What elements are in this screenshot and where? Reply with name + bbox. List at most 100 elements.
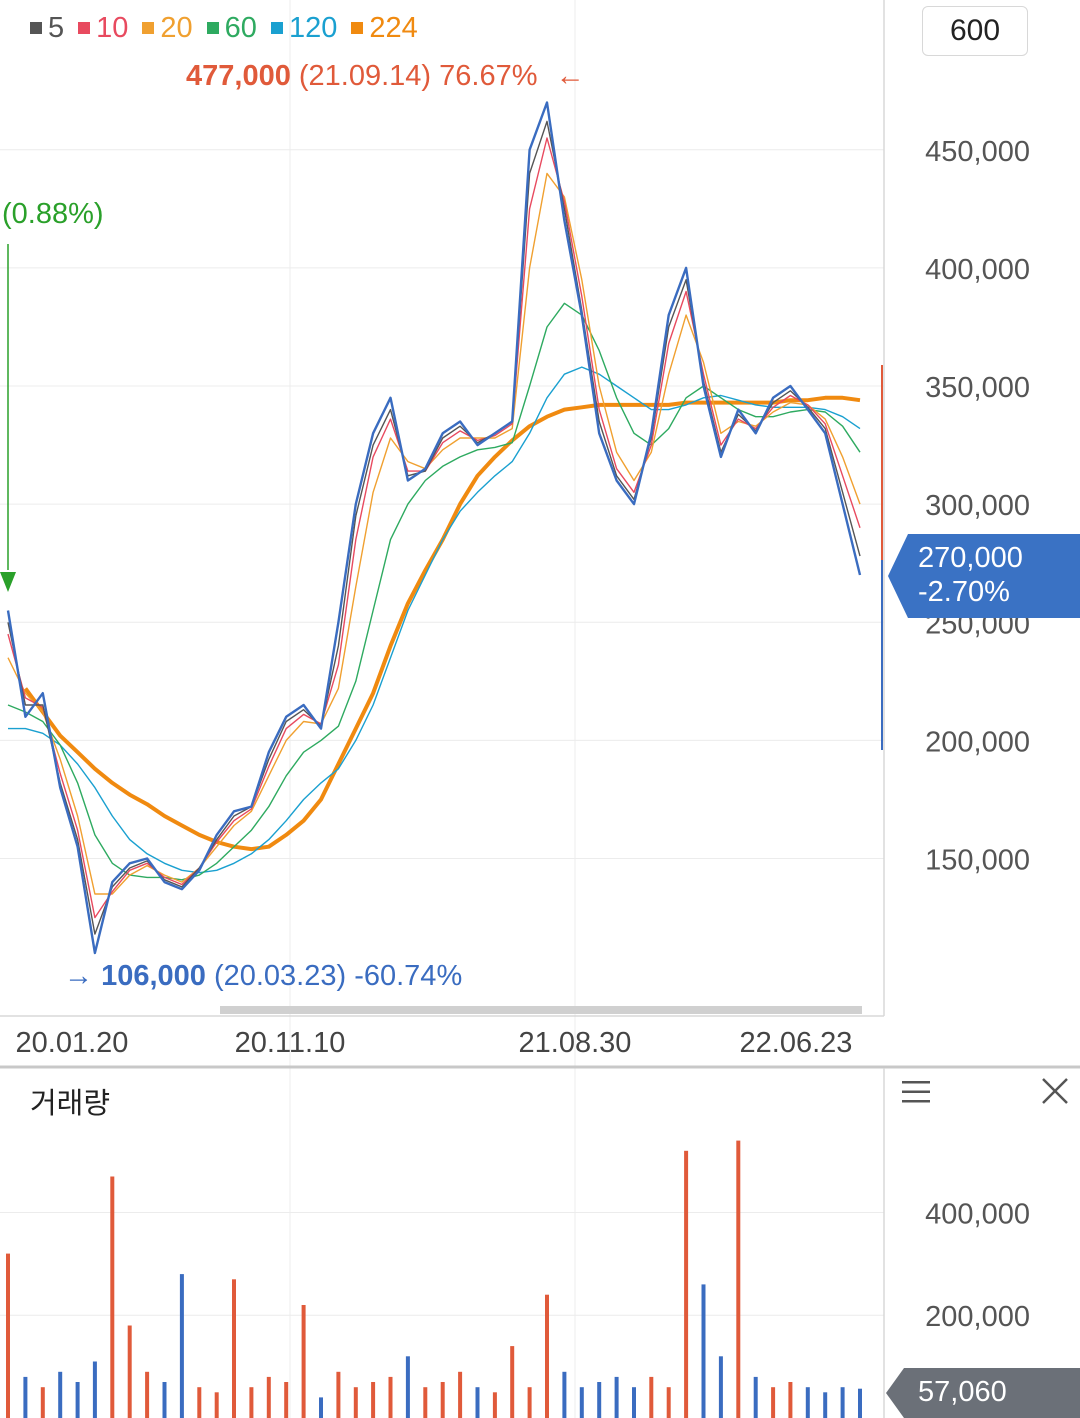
volume-bar	[684, 1150, 689, 1418]
volume-bar	[40, 1387, 45, 1418]
volume-bar	[545, 1294, 549, 1418]
volume-bar	[771, 1387, 776, 1418]
volume-bar	[614, 1376, 619, 1418]
date-tick-label: 21.08.30	[519, 1027, 632, 1059]
legend-item-60: 60	[206, 12, 257, 45]
legend-swatch	[206, 22, 219, 34]
volume-panel-title: 거래량	[30, 1088, 111, 1120]
volume-bar	[319, 1397, 323, 1418]
legend-swatch	[30, 22, 42, 34]
close-icon[interactable]	[1040, 1076, 1070, 1106]
price-tick-label: 300,000	[925, 490, 1030, 522]
volume-bar	[266, 1376, 271, 1418]
volume-bar	[388, 1376, 393, 1418]
date-axis-ticks: 20.01.20 20.11.10 21.08.30 22.06.23	[16, 1006, 862, 1059]
left-arrow-icon: ←	[555, 60, 585, 92]
high-value: 477,000	[186, 60, 291, 92]
series-line-10	[7, 137, 861, 919]
start-annotation: (0.88%)	[2, 198, 104, 231]
volume-bar	[75, 1382, 80, 1418]
legend-label: 20	[160, 11, 193, 44]
volume-bar	[788, 1382, 793, 1418]
volume-bar	[701, 1284, 706, 1418]
volume-bar	[562, 1371, 567, 1418]
menu-icon[interactable]	[900, 1078, 932, 1106]
current-price-value: 270,000	[918, 542, 1023, 574]
volume-tick-label: 400,000	[925, 1198, 1030, 1230]
current-price-tag: 270,000 -2.70%	[888, 534, 1080, 618]
volume-bar	[649, 1376, 654, 1418]
volume-bar	[232, 1279, 236, 1418]
volume-bar	[840, 1387, 845, 1418]
low-annotation: → 106,000 (20.03.23) -60.74%	[64, 960, 462, 993]
series-line-224	[23, 395, 861, 852]
volume-bars	[6, 1140, 862, 1418]
low-detail: (20.03.23) -60.74%	[213, 960, 463, 992]
legend-swatch	[142, 22, 155, 34]
volume-bar	[284, 1382, 289, 1418]
series-line-60	[7, 302, 861, 881]
volume-bar	[753, 1376, 758, 1418]
volume-bar	[127, 1325, 132, 1418]
volume-bar	[632, 1387, 636, 1418]
volume-axis-ticks: 200,000 400,000	[925, 1198, 1030, 1333]
volume-bar	[162, 1382, 167, 1418]
series-line-5	[7, 120, 861, 935]
zoom-period-box[interactable]: 600	[922, 6, 1028, 56]
volume-bar	[197, 1387, 202, 1418]
volume-bar	[736, 1140, 741, 1418]
volume-bar	[58, 1371, 63, 1418]
legend-item-20: 20	[142, 11, 193, 45]
price-tick-label: 350,000	[925, 372, 1030, 404]
legend-label: 120	[288, 11, 338, 44]
volume-bar	[145, 1371, 150, 1418]
legend-swatch	[270, 22, 283, 34]
price-tick-label: 200,000	[925, 726, 1030, 758]
volume-bar	[666, 1387, 671, 1418]
volume-bar	[440, 1382, 445, 1418]
price-axis-ticks: 150,000200,000250,000300,000350,000400,0…	[925, 136, 1030, 877]
volume-bar	[579, 1387, 584, 1418]
legend-item-10: 10	[78, 12, 128, 45]
volume-bar	[475, 1387, 480, 1418]
volume-bar	[179, 1274, 184, 1418]
legend-swatch	[351, 22, 364, 34]
legend-label: 5	[48, 11, 65, 44]
legend-swatch	[78, 22, 91, 34]
moving-average-legend: 5 10 20 60 120 224	[30, 8, 418, 48]
series-line-20	[7, 172, 861, 895]
scroll-range-bar[interactable]	[220, 1006, 862, 1014]
legend-item-120: 120	[270, 11, 338, 45]
series-line-price	[6, 101, 862, 955]
volume-bar	[805, 1387, 810, 1418]
volume-bar	[301, 1305, 306, 1418]
volume-bar	[249, 1387, 254, 1418]
volume-bar	[527, 1387, 532, 1418]
high-detail: (21.09.14) 76.67%	[298, 60, 538, 92]
volume-bar	[23, 1376, 28, 1418]
volume-bar	[336, 1371, 341, 1418]
price-tick-label: 450,000	[925, 136, 1030, 168]
high-annotation: 477,000 (21.09.14) 76.67% ←	[186, 60, 585, 93]
price-tick-label: 150,000	[925, 845, 1030, 877]
volume-gridlines	[0, 1211, 884, 1316]
low-value: 106,000	[101, 960, 206, 992]
current-volume-value: 57,060	[918, 1376, 1007, 1408]
start-change-text: (0.88%)	[2, 198, 104, 230]
start-marker-icon	[0, 572, 16, 592]
volume-bar	[405, 1356, 410, 1418]
volume-bar	[458, 1371, 463, 1418]
current-price-change: -2.70%	[918, 576, 1010, 608]
volume-bar	[423, 1387, 428, 1418]
legend-item-5: 5	[30, 12, 64, 45]
volume-bar	[718, 1356, 723, 1418]
date-tick-label: 22.06.23	[740, 1027, 853, 1059]
volume-bar	[92, 1361, 97, 1418]
legend-label: 224	[369, 11, 418, 44]
right-arrow-icon: →	[64, 960, 93, 992]
volume-bar	[510, 1346, 515, 1418]
legend-item-224: 224	[351, 11, 418, 45]
volume-bar	[214, 1392, 219, 1418]
